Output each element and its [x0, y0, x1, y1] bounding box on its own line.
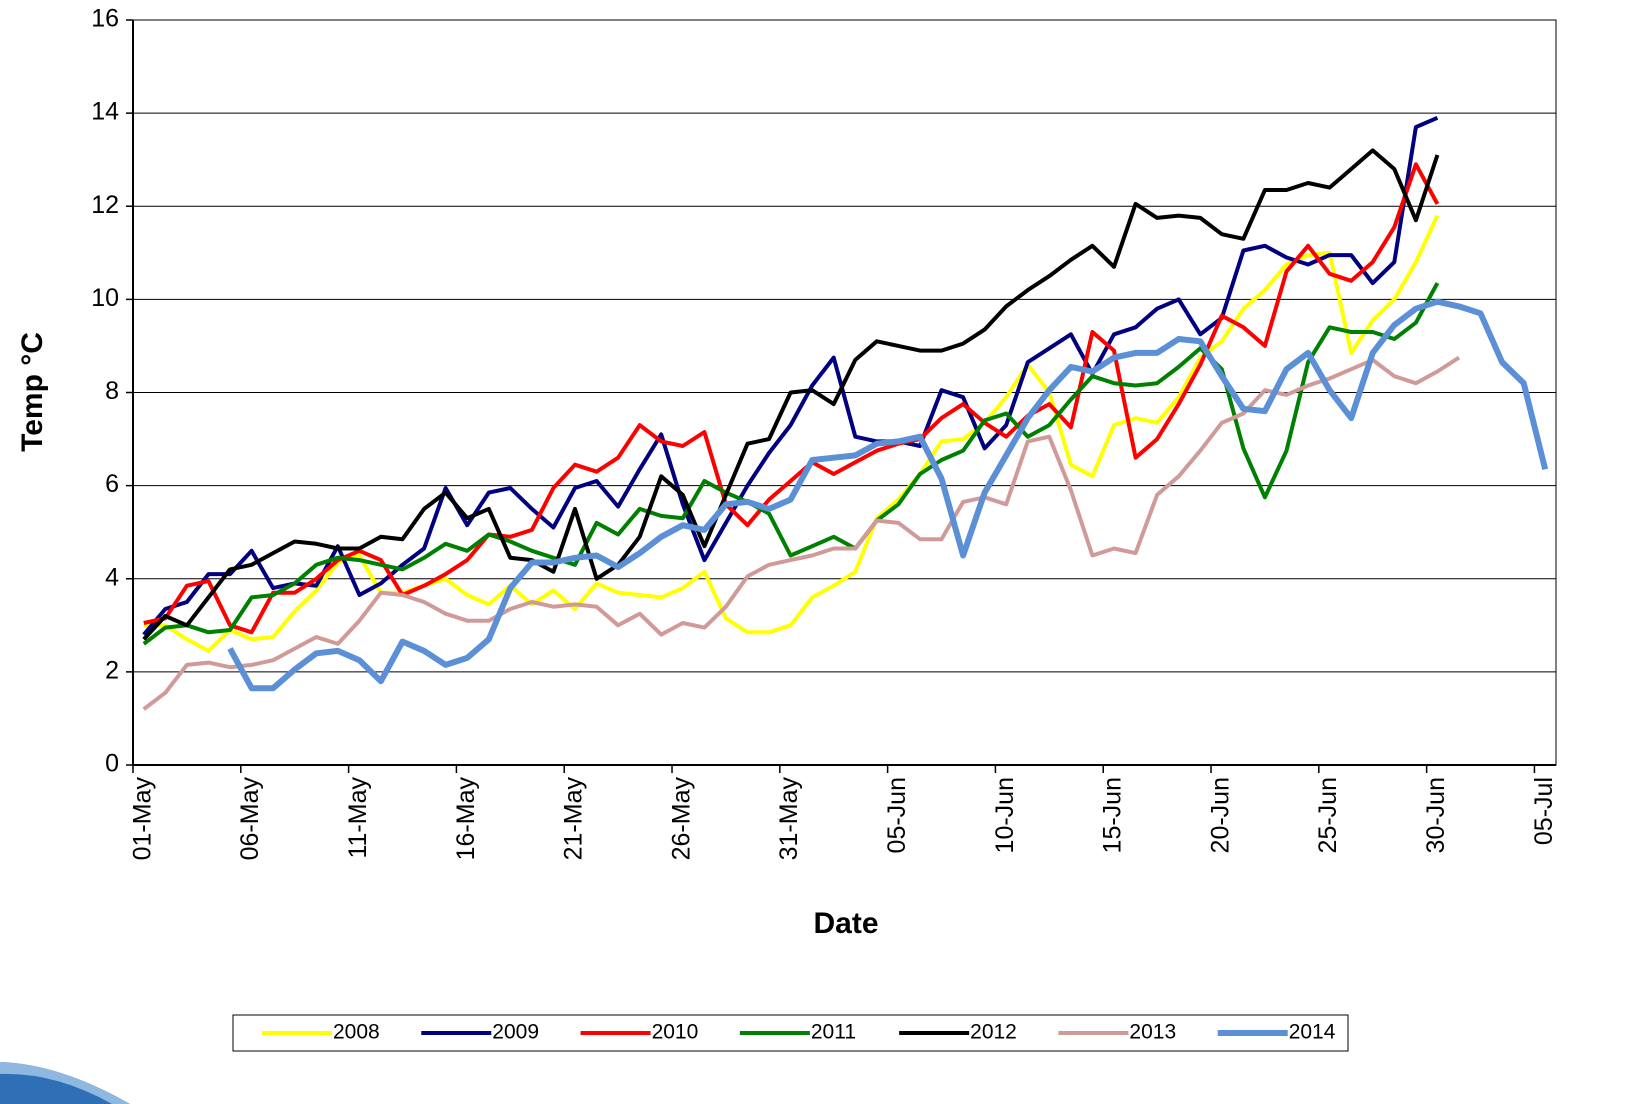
- legend: 2008 2009 2010 2011 2012 2013 2014: [232, 1014, 1349, 1052]
- x-tick-label: 10-Jun: [991, 777, 1019, 853]
- y-tick-label: 16: [91, 5, 119, 33]
- x-tick-label: 20-Jun: [1206, 777, 1234, 853]
- y-tick-label: 6: [105, 470, 119, 498]
- data-line: [142, 148, 1440, 641]
- x-tick-label: 30-Jun: [1422, 777, 1450, 853]
- legend-label: 2014: [1289, 1021, 1336, 1044]
- x-tick-label: 06-May: [236, 777, 264, 861]
- x-tick-label: 05-Jul: [1530, 777, 1558, 845]
- y-tick-label: 2: [105, 656, 119, 684]
- legend-label: 2013: [1129, 1021, 1176, 1044]
- y-tick-label: 12: [91, 191, 119, 219]
- legend-label: 2010: [652, 1021, 699, 1044]
- y-tick-label: 0: [105, 750, 119, 778]
- x-tick-label: 01-May: [128, 777, 156, 861]
- legend-label: 2009: [492, 1021, 539, 1044]
- x-tick-label: 21-May: [560, 777, 588, 861]
- x-tick-label: 11-May: [344, 777, 372, 859]
- series: [142, 355, 1461, 711]
- data-line: [143, 162, 1440, 635]
- x-tick-label: 16-May: [452, 777, 480, 861]
- legend-label: 2011: [811, 1021, 856, 1044]
- y-tick-label: 8: [105, 377, 119, 405]
- legend-label: 2012: [970, 1021, 1017, 1044]
- y-tick-label: 10: [91, 284, 119, 312]
- x-tick-label: 05-Jun: [883, 777, 911, 853]
- x-axis-title: Date: [813, 907, 878, 940]
- y-tick-label: 14: [91, 98, 119, 126]
- series: [142, 148, 1440, 641]
- x-tick-label: 31-May: [775, 777, 803, 861]
- data-line: [142, 282, 1440, 646]
- x-tick-label: 15-Jun: [1099, 777, 1127, 853]
- series: [142, 282, 1440, 646]
- y-axis-title: Temp °C: [16, 332, 49, 452]
- data-line: [142, 355, 1461, 711]
- x-tick-label: 25-Jun: [1314, 777, 1342, 853]
- series: [143, 162, 1440, 635]
- corner-decoration: [0, 1062, 130, 1104]
- data-line: [143, 214, 1440, 653]
- series: [227, 298, 1549, 692]
- series: [143, 214, 1440, 653]
- x-tick-label: 26-May: [667, 777, 695, 861]
- y-tick-label: 4: [105, 563, 119, 591]
- data-line: [227, 298, 1549, 692]
- legend-label: 2008: [333, 1021, 380, 1044]
